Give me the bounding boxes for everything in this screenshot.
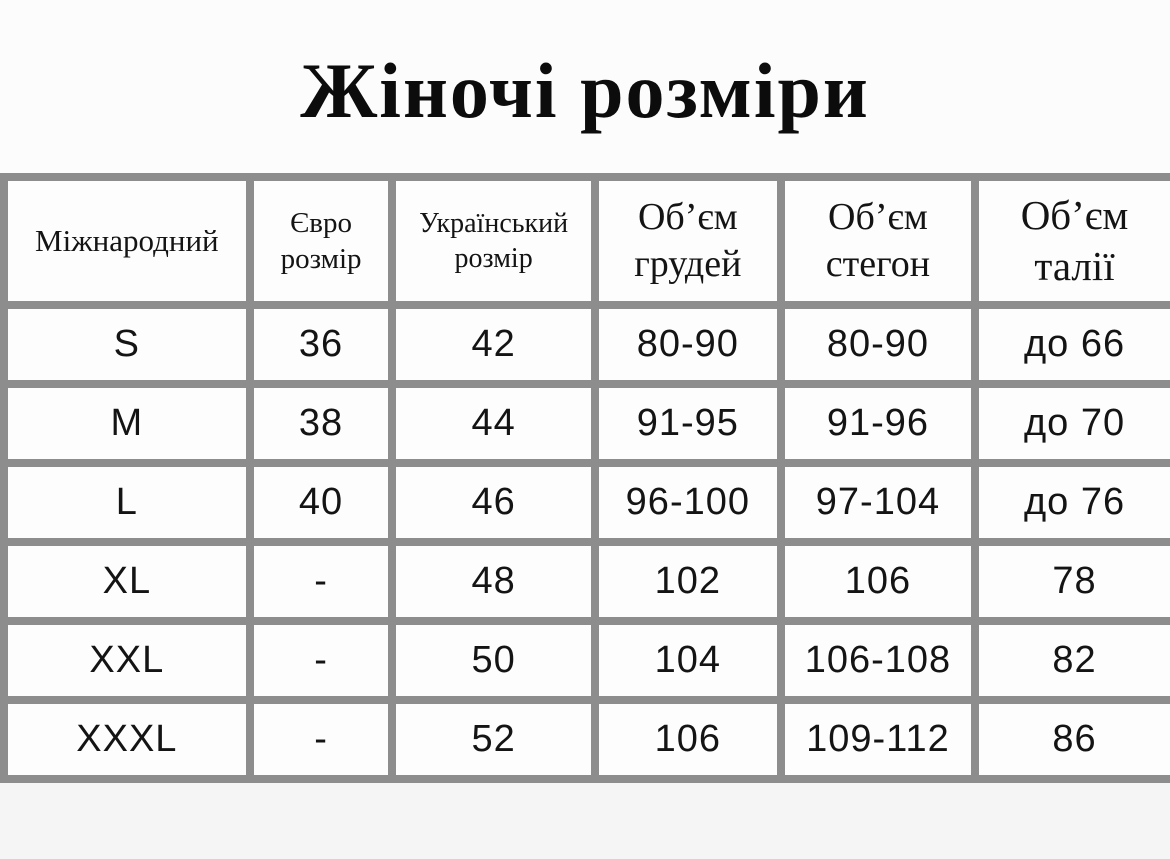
- table-cell: 36: [253, 309, 397, 388]
- table-body: S 36 42 80-90 80-90 до 66 M 38 44 91-95 91-96 до 70…: [8, 309, 1170, 783]
- table-cell: XXXL: [8, 704, 254, 783]
- table-cell: 104: [598, 625, 785, 704]
- column-header-chest: Об’єм грудей: [598, 181, 785, 309]
- table-cell: 78: [979, 546, 1170, 625]
- table-cell: 91-95: [598, 388, 785, 467]
- table-cell: 86: [979, 704, 1170, 783]
- table-cell: 106: [598, 704, 785, 783]
- table-cell: 106-108: [784, 625, 980, 704]
- table-cell: 40: [253, 467, 397, 546]
- table-cell: 38: [253, 388, 397, 467]
- table-cell: 48: [396, 546, 599, 625]
- title-area: Жіночі розміри: [0, 0, 1170, 173]
- size-table: Міжнародний Євро розмір Український розм…: [0, 173, 1170, 783]
- table-row: M 38 44 91-95 91-96 до 70: [8, 388, 1170, 467]
- table-cell: 42: [396, 309, 599, 388]
- table-cell: 96-100: [598, 467, 785, 546]
- column-header-euro-size: Євро розмір: [253, 181, 397, 309]
- table-cell: 50: [396, 625, 599, 704]
- table-cell: 80-90: [784, 309, 980, 388]
- table-cell: L: [8, 467, 254, 546]
- table-cell: до 70: [979, 388, 1170, 467]
- header-row: Міжнародний Євро розмір Український розм…: [8, 181, 1170, 309]
- column-header-ukrainian-size: Український розмір: [396, 181, 599, 309]
- table-cell: 80-90: [598, 309, 785, 388]
- table-cell: XL: [8, 546, 254, 625]
- table-cell: 109-112: [784, 704, 980, 783]
- table-header: Міжнародний Євро розмір Український розм…: [8, 181, 1170, 309]
- column-header-hips: Об’єм стегон: [784, 181, 980, 309]
- table-cell: -: [253, 546, 397, 625]
- table-cell: 44: [396, 388, 599, 467]
- table-cell: 106: [784, 546, 980, 625]
- column-header-international: Міжнародний: [8, 181, 254, 309]
- table-cell: M: [8, 388, 254, 467]
- table-row: XXXL -52 106 109-112 86: [8, 704, 1170, 783]
- table-cell: 97-104: [784, 467, 980, 546]
- table-row: XL -48 102 106 78: [8, 546, 1170, 625]
- column-header-waist: Об’єм талії: [979, 181, 1170, 309]
- table-cell: XXL: [8, 625, 254, 704]
- table-cell: -: [253, 704, 397, 783]
- table-cell: 46: [396, 467, 599, 546]
- bottom-strip: [0, 783, 1170, 859]
- table-cell: 91-96: [784, 388, 980, 467]
- table-cell: 102: [598, 546, 785, 625]
- table-row: XXL -50 104 106-108 82: [8, 625, 1170, 704]
- table-cell: 52: [396, 704, 599, 783]
- table-row: L 40 46 96-100 97-104 до 76: [8, 467, 1170, 546]
- page-title: Жіночі розміри: [300, 46, 870, 134]
- table-row: S 36 42 80-90 80-90 до 66: [8, 309, 1170, 388]
- table-cell: 82: [979, 625, 1170, 704]
- table-cell: до 66: [979, 309, 1170, 388]
- table-cell: до 76: [979, 467, 1170, 546]
- table-cell: S: [8, 309, 254, 388]
- table-cell: -: [253, 625, 397, 704]
